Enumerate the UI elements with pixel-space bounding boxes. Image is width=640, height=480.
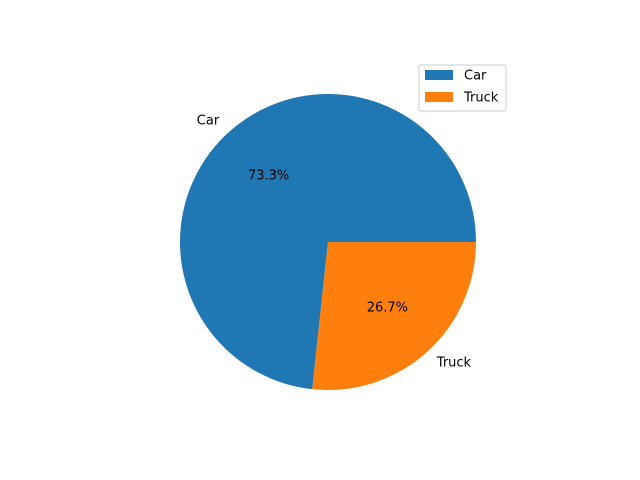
legend-swatch-truck — [425, 92, 453, 102]
legend-swatch-car — [425, 70, 453, 80]
pie-percent-truck: 26.7% — [367, 301, 408, 316]
pie-slices — [180, 94, 477, 391]
pie-percent-labels: 73.3% 26.7% — [248, 168, 408, 315]
pie-category-labels: Car Truck — [197, 113, 472, 370]
pie-label-car: Car — [197, 113, 220, 128]
pie-slice-truck — [312, 242, 476, 391]
legend-label-truck: Truck — [463, 91, 499, 106]
legend-label-car: Car — [464, 69, 487, 84]
pie-slice-car — [180, 94, 477, 390]
legend-entries: Car Truck — [425, 69, 499, 106]
pie-percent-car: 73.3% — [248, 168, 289, 183]
pie-label-truck: Truck — [436, 356, 472, 371]
chart-legend: Car Truck — [418, 64, 507, 112]
